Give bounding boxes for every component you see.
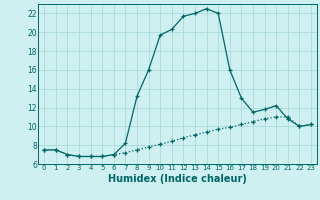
X-axis label: Humidex (Indice chaleur): Humidex (Indice chaleur) <box>108 174 247 184</box>
